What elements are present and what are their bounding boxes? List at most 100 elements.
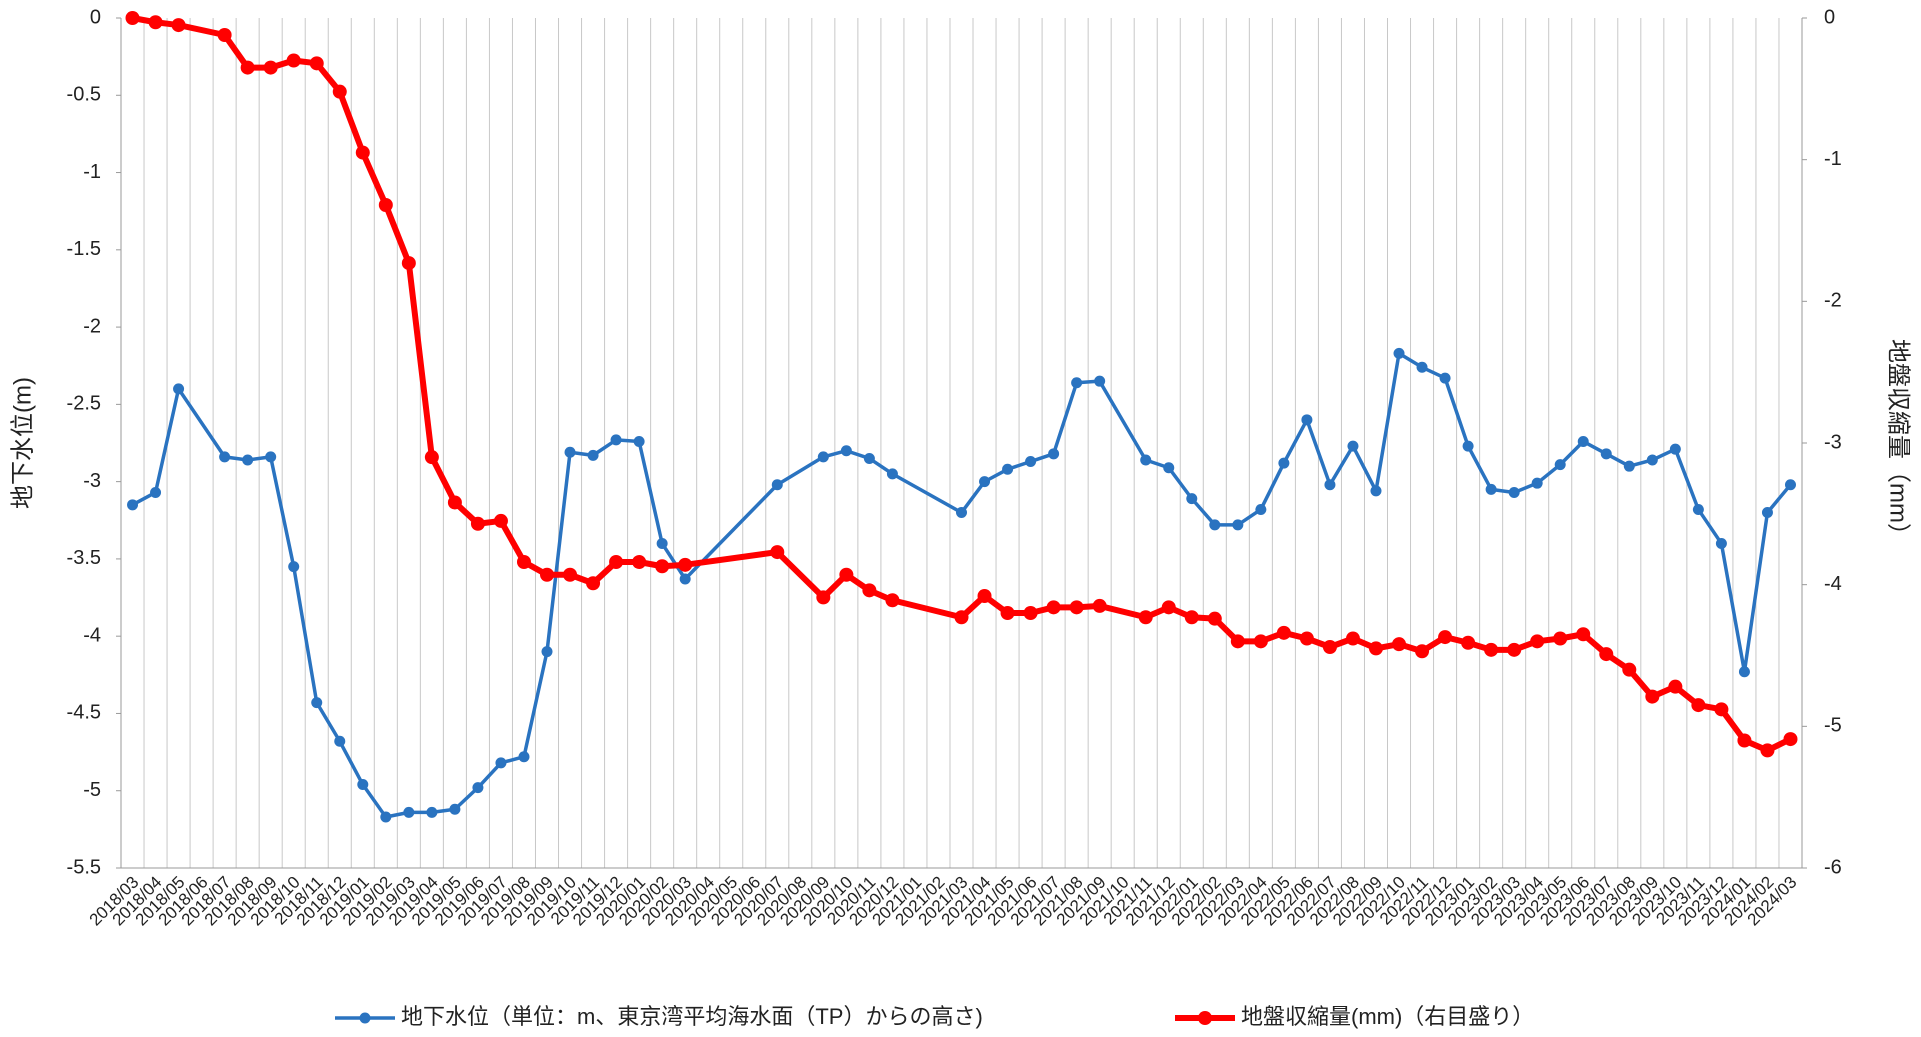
data-point	[1048, 448, 1060, 460]
data-point	[1186, 493, 1198, 505]
data-point	[470, 516, 485, 531]
data-point	[1138, 610, 1153, 625]
data-point	[1255, 503, 1267, 515]
data-point	[311, 697, 323, 709]
y2-tick-label: -1	[1824, 148, 1842, 170]
data-point	[679, 573, 691, 585]
data-point	[1025, 456, 1037, 468]
data-point	[516, 555, 531, 569]
data-point	[288, 561, 300, 573]
data-point	[1069, 600, 1084, 615]
data-point	[541, 646, 553, 658]
data-point	[449, 803, 461, 815]
data-point	[1002, 463, 1014, 475]
data-point	[1253, 634, 1268, 649]
data-point	[586, 576, 601, 591]
data-point	[1324, 479, 1336, 491]
data-point	[1438, 630, 1453, 645]
y2-tick-label: 0	[1824, 6, 1835, 28]
data-point	[1416, 361, 1428, 373]
data-point	[609, 555, 624, 569]
data-point	[173, 383, 185, 395]
data-point	[886, 468, 898, 480]
data-point	[355, 145, 370, 160]
data-point	[1392, 637, 1407, 652]
y-tick-label: -5	[83, 779, 101, 801]
data-point	[240, 60, 255, 75]
data-point	[1184, 610, 1199, 625]
data-point	[1600, 448, 1612, 460]
data-point	[401, 256, 416, 271]
data-point	[1692, 503, 1704, 515]
data-point	[1761, 507, 1773, 519]
data-point	[1554, 459, 1566, 471]
data-point	[217, 28, 232, 42]
data-point	[1576, 627, 1591, 642]
data-point	[587, 449, 599, 461]
data-point	[1599, 647, 1614, 662]
legend-marker	[1198, 1011, 1212, 1025]
data-point	[1462, 440, 1474, 452]
data-point	[1691, 698, 1706, 713]
data-point	[1023, 606, 1038, 620]
y-tick-label: -0.5	[67, 84, 101, 106]
data-point	[840, 445, 852, 457]
data-point	[426, 806, 438, 818]
data-point	[1485, 483, 1497, 495]
data-point	[1461, 635, 1476, 650]
data-point	[632, 555, 647, 569]
data-point	[495, 757, 507, 769]
data-point	[1000, 606, 1015, 620]
data-point	[1161, 600, 1176, 615]
data-point	[286, 53, 301, 68]
data-point	[1553, 631, 1568, 646]
y-tick-label: -2	[83, 315, 101, 337]
data-point	[334, 735, 346, 747]
data-point	[1163, 462, 1175, 474]
data-point	[977, 589, 992, 603]
data-point	[380, 811, 392, 823]
data-point	[817, 451, 829, 463]
data-point	[1276, 625, 1291, 640]
data-point	[171, 18, 186, 33]
y2-tick-label: -2	[1824, 290, 1842, 312]
data-point	[1577, 435, 1589, 447]
data-point	[1507, 642, 1522, 657]
y2-tick-label: -6	[1824, 856, 1842, 878]
data-point	[839, 567, 854, 582]
data-point	[1347, 440, 1359, 452]
data-point	[979, 476, 991, 488]
legend-label: 地盤収縮量(mm)（右目盛り）	[1241, 1004, 1534, 1029]
data-point	[1623, 460, 1635, 472]
data-point	[1760, 743, 1775, 758]
data-point	[242, 454, 254, 466]
y-tick-label: -3.5	[67, 547, 101, 569]
data-point	[563, 567, 578, 582]
y-tick-label: -4.5	[67, 702, 101, 724]
data-point	[148, 15, 163, 30]
data-point	[885, 593, 900, 608]
data-point	[1645, 689, 1660, 704]
data-point	[447, 495, 462, 510]
data-point	[1071, 377, 1083, 389]
legend-label: 地下水位（単位：m、東京湾平均海水面（TP）からの高さ)	[401, 1004, 983, 1029]
data-point	[125, 11, 140, 25]
y2-tick-label: -5	[1824, 715, 1842, 737]
data-point	[770, 545, 785, 560]
data-point	[378, 198, 393, 212]
data-point	[633, 435, 645, 447]
data-point	[265, 451, 277, 463]
y-tick-label: 0	[90, 6, 101, 28]
data-point	[1278, 457, 1290, 469]
y2-tick-label: -3	[1824, 431, 1842, 453]
data-point	[771, 479, 783, 491]
data-point	[1484, 642, 1499, 657]
data-point	[1345, 631, 1360, 646]
data-point	[1439, 372, 1451, 384]
data-point	[1299, 631, 1314, 646]
y-tick-label: -5.5	[67, 856, 101, 878]
data-point	[1370, 485, 1382, 497]
data-point	[1737, 733, 1752, 748]
data-point	[127, 499, 139, 511]
y-tick-label: -1	[83, 161, 101, 183]
